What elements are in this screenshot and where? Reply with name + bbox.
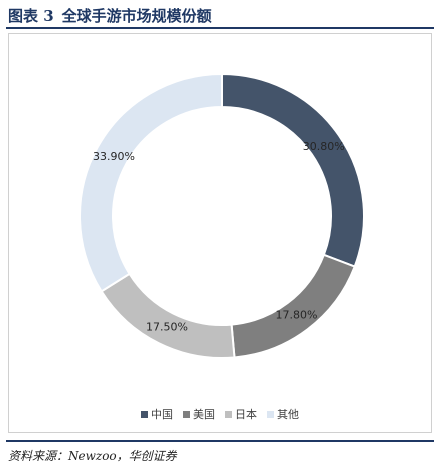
legend-swatch-4 (267, 410, 274, 418)
data-label-4: 33.90% (93, 150, 135, 163)
legend-swatch-1 (141, 410, 148, 418)
chart-legend: 中国 美国 日本 其他 (9, 406, 431, 422)
legend-item-3: 日本 (225, 406, 257, 422)
figure-title-text: 全球手游市场规模份额 (61, 6, 212, 25)
legend-swatch-3 (225, 410, 232, 418)
title-rule (6, 27, 434, 29)
donut-slice-2 (230, 253, 356, 359)
figure-title: 图表 3 全球手游市场规模份额 (8, 5, 432, 25)
data-label-1: 30.80% (303, 140, 345, 153)
figure-label: 图表 3 (8, 6, 54, 25)
legend-item-4: 其他 (267, 406, 299, 422)
bottom-rule (6, 440, 434, 442)
legend-label-2: 美国 (193, 408, 215, 421)
legend-label-1: 中国 (151, 408, 173, 421)
legend-item-2: 美国 (183, 406, 215, 422)
source-note: 资料来源：Newzoo，华创证券 (8, 448, 177, 463)
legend-swatch-2 (183, 410, 190, 418)
legend-item-1: 中国 (141, 406, 173, 422)
legend-label-4: 其他 (277, 408, 299, 421)
data-label-2: 17.80% (275, 309, 317, 322)
donut-chart: 30.80% 17.80% 17.50% 33.90% (79, 72, 365, 359)
data-label-3: 17.50% (146, 321, 188, 334)
legend-label-3: 日本 (235, 408, 257, 421)
donut-slice-1 (221, 72, 365, 268)
chart-frame: 30.80% 17.80% 17.50% 33.90% 中国 美国 日本 其他 (8, 33, 432, 433)
donut-slice-3 (100, 272, 236, 359)
donut-slice-4 (79, 72, 223, 293)
